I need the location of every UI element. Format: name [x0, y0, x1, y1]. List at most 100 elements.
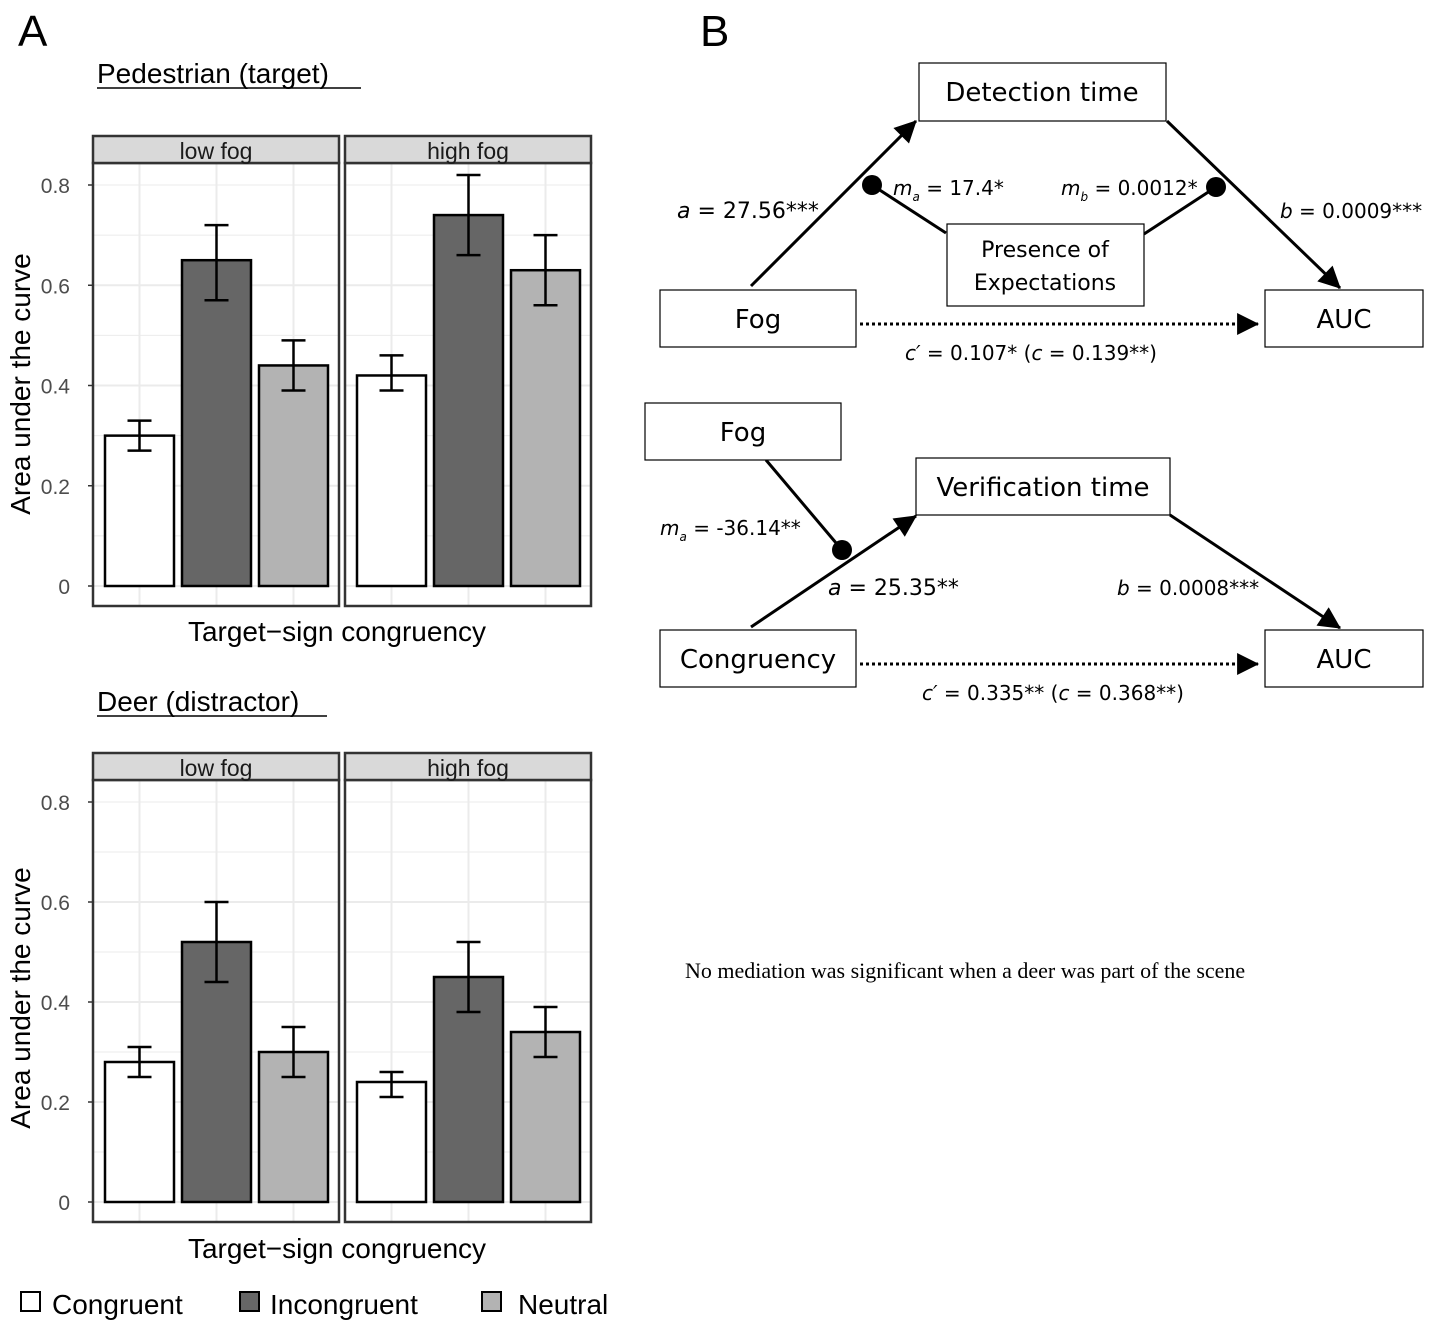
sub: a: [912, 190, 919, 204]
legend-swatch-congruent: [20, 1291, 41, 1312]
box-detection-time-label: Detection time: [945, 78, 1138, 108]
facet-strip: [343, 134, 593, 165]
path-a-arrow: [749, 119, 918, 288]
sym: c′: [922, 681, 938, 705]
mediation-diagram-verification: Fog Verification time Congruency AUC ma …: [644, 402, 1424, 705]
moderation-dot-a: [832, 540, 852, 560]
box-expectations-line2: Expectations: [974, 271, 1116, 296]
x-axis-label: Target−sign congruency: [188, 1233, 486, 1264]
plot-area: 0 0.2 0.4 0.6 0.8 low fog high fog: [41, 134, 593, 608]
y-axis-label: Area under the curve: [5, 867, 36, 1129]
y-axis-label: Area under the curve: [5, 253, 36, 515]
bar-congruent: [355, 1080, 428, 1204]
label-path-ma: ma = 17.4*: [893, 176, 1004, 204]
box-presence-of-expectations: [946, 223, 1145, 307]
mediation-diagram-detection: Detection time Presence of Expectations …: [659, 62, 1424, 365]
legend: Congruent Incongruent Neutral: [20, 1289, 608, 1320]
chart-deer: Deer (distractor) 0 0.2 0.4 0.6 0.8 low fog hi…: [5, 686, 593, 1264]
note-no-mediation: No mediation was significant when a deer…: [685, 958, 1245, 983]
val: = 0.368**): [1069, 681, 1184, 705]
val: = 0.0008***: [1130, 576, 1259, 600]
moderation-line-a: [871, 183, 947, 235]
y-tick-label: 0.6: [41, 892, 70, 915]
path-b-arrow: [1169, 513, 1341, 630]
sym: m: [1061, 176, 1080, 200]
facet-strip-label: low fog: [180, 755, 253, 781]
y-tick-label: 0.8: [41, 792, 70, 815]
path-a-arrow: [750, 514, 917, 629]
box-fog-label: Fog: [720, 418, 766, 448]
box-auc: [1264, 629, 1424, 688]
sym: m: [660, 516, 679, 540]
chart-title: Deer (distractor): [97, 686, 299, 717]
sym: m: [893, 176, 912, 200]
moderation-dot-b: [1206, 177, 1226, 197]
box-auc: [1264, 289, 1424, 348]
sym: a: [677, 199, 690, 224]
label-path-a: a = 25.35**: [828, 576, 959, 601]
label-path-b: b = 0.0008***: [1117, 576, 1259, 600]
val: = 27.56***: [690, 199, 818, 224]
label-path-ma: ma = -36.14**: [660, 516, 801, 544]
plot-area: 0 0.2 0.4 0.6 0.8 low fog high fog: [41, 751, 593, 1224]
facet-strip: [91, 134, 341, 165]
y-tick-label: 0.4: [41, 992, 71, 1015]
bar-congruent: [355, 374, 428, 588]
facet-strip-label: high fog: [427, 138, 509, 164]
val: = 25.35**: [841, 576, 958, 601]
bar-incongruent: [432, 213, 505, 588]
legend-label-neutral: Neutral: [518, 1289, 608, 1320]
val: = -36.14**: [687, 516, 801, 540]
y-tick-label: 0: [58, 576, 70, 599]
box-congruency: [659, 629, 857, 688]
y-tick-label: 0: [58, 1192, 70, 1215]
moderation-dot-a: [862, 175, 882, 195]
panel-b-label: B: [700, 7, 729, 56]
box-detection-time: [918, 62, 1167, 122]
label-path-mb: mb = 0.0012*: [1061, 176, 1198, 204]
panel-a-label: A: [18, 7, 48, 56]
val: = 17.4*: [920, 176, 1004, 200]
val: = 0.107* (: [921, 341, 1032, 365]
bar-incongruent: [180, 940, 253, 1204]
legend-label-incongruent: Incongruent: [270, 1289, 418, 1320]
sym: c′: [905, 341, 921, 365]
bar-congruent: [103, 434, 176, 588]
label-path-a: a = 27.56***: [677, 199, 819, 224]
label-path-b: b = 0.0009***: [1280, 199, 1422, 223]
legend-label-congruent: Congruent: [52, 1289, 183, 1320]
facet-strip-label: low fog: [180, 138, 253, 164]
sym: a: [828, 576, 841, 601]
moderation-line-b: [1143, 185, 1217, 236]
chart-pedestrian: Pedestrian (target) 0 0.2 0.4 0.6 0.8 low fog…: [5, 58, 593, 647]
label-path-c: c′ = 0.107* (c = 0.139**): [905, 341, 1157, 365]
y-tick-label: 0.2: [41, 476, 70, 499]
bar-congruent: [103, 1060, 176, 1204]
facet-strip-label: high fog: [427, 755, 509, 781]
box-verification-time-label: Verification time: [936, 473, 1149, 503]
bar-neutral: [509, 1030, 582, 1204]
box-congruency-label: Congruency: [680, 645, 836, 675]
box-fog-label: Fog: [735, 305, 781, 335]
box-fog: [659, 289, 857, 348]
x-axis-label: Target−sign congruency: [188, 616, 486, 647]
bar-incongruent: [180, 258, 253, 588]
val: = 0.0009***: [1293, 199, 1422, 223]
facet-strip: [91, 751, 341, 782]
box-auc-label: AUC: [1317, 305, 1372, 335]
val: = 0.0012*: [1088, 176, 1197, 200]
val: = 0.335** (: [938, 681, 1059, 705]
box-auc-label: AUC: [1317, 645, 1372, 675]
sym: c: [1031, 341, 1042, 365]
legend-swatch-neutral: [481, 1291, 502, 1312]
moderation-line-a: [764, 459, 844, 551]
chart-title: Pedestrian (target): [97, 58, 329, 89]
y-tick-label: 0.2: [41, 1092, 70, 1115]
val: = 0.139**): [1042, 341, 1157, 365]
sym: c: [1058, 681, 1069, 705]
path-b-arrow: [1165, 119, 1342, 290]
box-verification-time: [915, 457, 1171, 516]
y-tick-label: 0.4: [41, 376, 71, 399]
box-expectations-line1: Presence of: [981, 238, 1110, 263]
